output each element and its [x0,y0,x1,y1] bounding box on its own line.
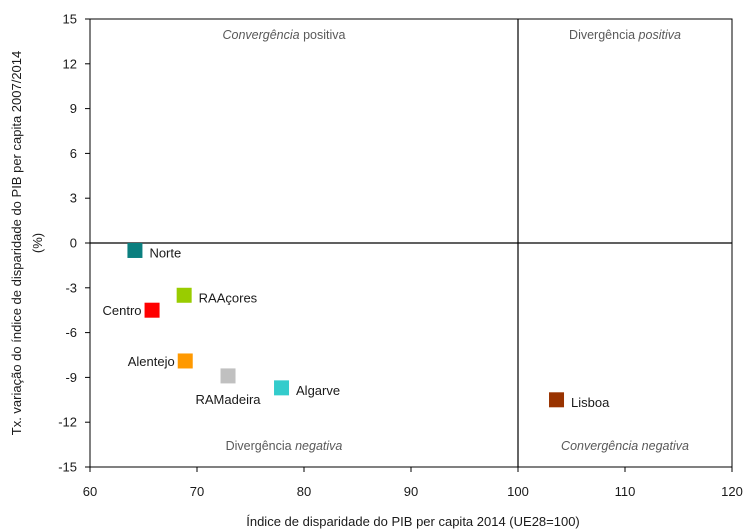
point-label-norte: Norte [149,245,181,260]
data-points: Norte RAAçores Centro Alentejo RAMadeira Alga… [103,242,610,410]
point-norte [127,242,143,258]
y-tick-label: -3 [65,280,77,295]
point-label-centro: Centro [103,303,142,318]
y-tick-label: -12 [58,415,77,430]
x-tick-label: 90 [404,484,418,499]
quadrant-label-top-left-word2: positiva [303,28,345,42]
quadrant-label-top-right: Divergência positiva [569,28,681,42]
point-label-alentejo: Alentejo [128,354,175,369]
point-raa-ores [176,287,192,303]
point-label-ramadeira: RAMadeira [196,392,262,407]
x-tick-label: 80 [297,484,311,499]
quadrant-label-top-left: Convergência positiva [222,28,345,42]
quadrant-label-bottom-right-word1: Convergência [561,439,638,453]
quadrant-label-bottom-left-word2: negativa [295,439,342,453]
quadrant-label-top-right-word2: positiva [638,28,681,42]
x-axis-ticks: 60 70 80 90 100 110 120 [83,467,743,499]
y-tick-label: 3 [70,191,77,206]
y-axis-title-line2: (%) [30,233,45,253]
y-tick-label: 6 [70,146,77,161]
point-label-algarve: Algarve [296,383,340,398]
x-tick-label: 110 [615,484,636,499]
x-tick-label: 120 [721,484,743,499]
y-axis-ticks: 15 12 9 6 3 0 -3 -6 -9 -12 -15 [58,12,90,475]
point-alentejo [177,353,193,369]
point-label-lisboa: Lisboa [571,395,610,410]
point-lisboa [549,392,565,408]
y-tick-label: 9 [70,101,77,116]
point-label-raa-ores: RAAçores [199,290,258,305]
x-axis-title: Índice de disparidade do PIB per capita … [246,514,580,529]
quadrant-label-bottom-right-word2: negativa [642,439,689,453]
quadrant-label-bottom-left-word1: Divergência [226,439,292,453]
y-tick-label: 12 [63,56,77,71]
quadrant-label-top-left-word1: Convergência [222,28,299,42]
quadrant-label-top-right-word1: Divergência [569,28,635,42]
point-ramadeira [220,368,236,384]
x-tick-label: 100 [507,484,529,499]
y-tick-label: -9 [65,370,77,385]
y-axis-title-line1: Tx. variação do índice de disparidade do… [9,51,24,435]
x-tick-label: 60 [83,484,97,499]
quadrant-label-bottom-left: Divergência negativa [226,439,343,453]
y-tick-label: 15 [63,12,77,27]
x-tick-label: 70 [190,484,204,499]
y-tick-label: 0 [70,236,77,251]
quadrant-label-bottom-right: Convergência negativa [561,439,689,453]
point-algarve [274,380,290,396]
y-tick-label: -15 [58,460,77,475]
point-centro [144,302,160,318]
y-tick-label: -6 [65,325,77,340]
